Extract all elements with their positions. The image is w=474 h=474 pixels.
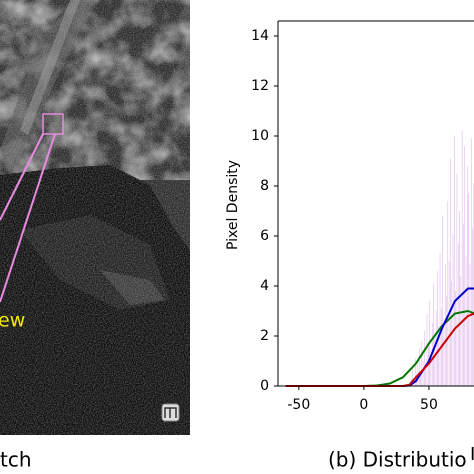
histogram-bar	[434, 338, 436, 386]
density-curve	[285, 287, 474, 387]
histogram-bar	[468, 193, 469, 386]
histogram-bar	[425, 368, 426, 386]
histogram-bar	[472, 228, 473, 386]
y-tick-label: 6	[260, 228, 269, 244]
histogram-bar	[426, 313, 428, 386]
sar-image	[0, 0, 190, 435]
histogram-bar	[463, 223, 464, 386]
y-axis-label: Pixel Density	[225, 160, 241, 250]
histogram-bar	[418, 348, 420, 386]
histogram-bar	[457, 243, 459, 386]
view-label: ew	[0, 310, 25, 332]
histogram-bar	[450, 158, 451, 386]
histogram-bar	[444, 263, 446, 386]
histogram-bar	[438, 326, 439, 386]
histogram-bar	[439, 253, 441, 386]
histogram-bar	[443, 318, 445, 386]
histogram-bar	[460, 276, 462, 386]
histogram-bar	[448, 261, 450, 386]
histogram-bar	[415, 358, 416, 386]
histogram-bar	[464, 146, 466, 386]
histogram-bar	[470, 138, 472, 386]
histogram-bar	[467, 166, 468, 386]
y-tick-label: 12	[251, 78, 269, 94]
histogram-bar	[420, 376, 421, 386]
x-tick-label: 0	[359, 397, 368, 413]
y-tick-label: 10	[251, 128, 269, 144]
histogram-bar	[454, 136, 455, 386]
histogram-bar	[442, 216, 443, 386]
histogram-bar	[465, 256, 467, 386]
y-tick-label: 2	[260, 328, 269, 344]
histogram-bar	[461, 131, 463, 386]
right-caption: (b) Distributio	[328, 448, 467, 472]
histogram-bar	[459, 211, 460, 386]
histogram-bar	[455, 291, 456, 386]
x-tick-label: -50	[287, 397, 310, 413]
histogram-bar	[469, 263, 471, 386]
left-caption: tch	[0, 448, 32, 472]
histogram-bar	[412, 366, 413, 386]
histogram-bar	[433, 283, 434, 386]
histogram-bar	[422, 361, 424, 386]
x-axis-label: I	[470, 444, 474, 465]
x-tick-label: 50	[420, 397, 438, 413]
y-tick-label: 14	[251, 28, 269, 44]
histogram-bar	[430, 356, 432, 386]
histogram-bar	[456, 173, 458, 386]
y-tick-label: 8	[260, 178, 269, 194]
histogram-bar	[452, 233, 454, 386]
histogram-bar	[421, 341, 423, 386]
histogram-bar	[435, 311, 437, 386]
y-tick-label: 4	[260, 278, 269, 294]
histogram-bar	[437, 271, 438, 386]
histogram-bar	[428, 346, 429, 386]
histogram-bar	[424, 331, 425, 386]
density-curve	[285, 312, 474, 387]
y-tick-label: 0	[260, 378, 269, 394]
histogram-bar	[447, 201, 449, 386]
